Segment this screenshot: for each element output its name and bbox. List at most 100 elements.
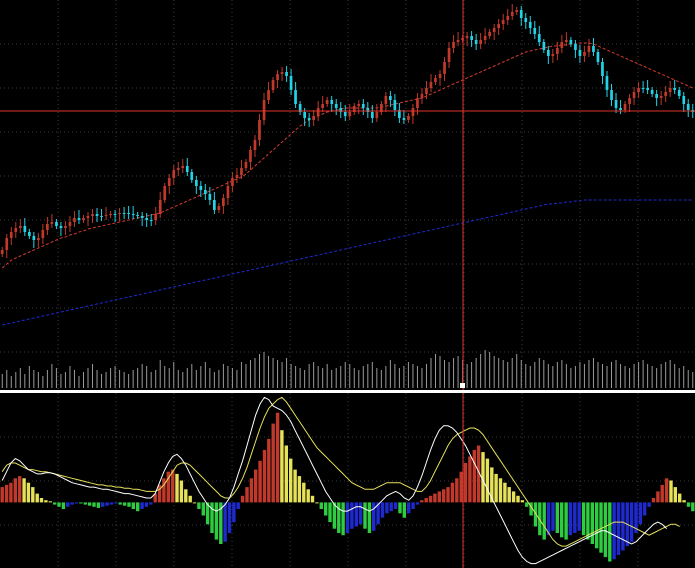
candle-body <box>371 112 374 118</box>
price-grid <box>0 0 695 390</box>
histogram-bar <box>166 471 170 503</box>
candle-body <box>601 62 604 76</box>
candle-body <box>181 166 185 168</box>
candle-body <box>176 168 180 170</box>
histogram-bar <box>485 458 490 503</box>
histogram-bar <box>603 502 608 558</box>
histogram-bar <box>227 502 232 533</box>
histogram-bar <box>459 471 463 503</box>
histogram-bar <box>433 493 437 503</box>
candle-body <box>50 222 54 224</box>
histogram-bar <box>398 502 402 514</box>
candle-body <box>55 222 58 226</box>
candle-body <box>569 40 573 44</box>
histogram-bar <box>127 502 131 507</box>
histogram-bar <box>629 502 634 542</box>
candle-body <box>222 198 225 206</box>
histogram-bar <box>590 502 594 544</box>
candle-body <box>655 94 658 98</box>
histogram-bar <box>682 500 686 503</box>
histogram-bar <box>153 493 157 503</box>
candle-body <box>402 118 406 120</box>
histogram-bar <box>678 493 682 503</box>
histogram-bar <box>61 502 66 509</box>
histogram-bar <box>686 502 691 507</box>
histogram-bar <box>525 502 529 507</box>
signal-line <box>1 396 680 547</box>
candle-body <box>28 232 31 236</box>
candle-body <box>492 28 496 32</box>
candle-body <box>605 76 609 90</box>
histogram-bar <box>289 458 293 503</box>
histogram-bar <box>136 502 140 512</box>
candle-body <box>524 18 528 22</box>
price-panel-background <box>0 0 695 390</box>
histogram-bar <box>4 484 9 503</box>
histogram-bar <box>551 502 555 531</box>
histogram-bar <box>573 502 577 533</box>
candle-body <box>664 92 667 96</box>
histogram-bar <box>511 491 516 503</box>
histogram-bar <box>258 460 262 503</box>
oscillator-panel-background <box>0 393 695 568</box>
candle-body <box>195 180 198 186</box>
histogram-bar <box>407 502 411 514</box>
candle-body <box>614 100 618 108</box>
macd-histogram <box>0 412 695 562</box>
candle-body <box>610 90 613 100</box>
histogram-bar <box>608 502 612 562</box>
candle-body <box>407 116 410 120</box>
candle-body <box>208 194 212 200</box>
histogram-bar <box>372 502 376 531</box>
histogram-bar <box>503 482 507 503</box>
candle-body <box>158 200 162 214</box>
histogram-bar <box>197 502 201 509</box>
candle-body <box>145 218 148 220</box>
histogram-bar <box>647 502 651 507</box>
ma-fast-line <box>1 42 693 269</box>
oscillator-panel[interactable] <box>0 393 695 568</box>
histogram-bar <box>149 502 153 505</box>
candle-body <box>443 62 446 74</box>
histogram-bar <box>188 495 192 503</box>
candle-body <box>325 100 329 104</box>
candle-body <box>547 50 550 56</box>
candle-body <box>393 100 397 110</box>
histogram-bar <box>140 502 144 509</box>
candle-body <box>244 162 248 168</box>
histogram-bar <box>345 502 350 533</box>
candle-body <box>416 98 419 108</box>
candle-body <box>37 238 40 240</box>
candle-body <box>131 214 135 215</box>
candle-body <box>190 172 194 180</box>
histogram-bar <box>472 449 476 503</box>
histogram-bar <box>13 478 17 503</box>
histogram-bar <box>144 502 149 507</box>
candle-body <box>619 108 622 110</box>
histogram-bar <box>529 502 533 516</box>
histogram-bar <box>310 495 315 503</box>
candle-body <box>677 90 681 96</box>
histogram-bar <box>0 487 4 503</box>
histogram-bar <box>31 487 35 503</box>
histogram-bar <box>324 502 328 516</box>
histogram-bar <box>332 502 337 529</box>
candle-body <box>556 48 559 54</box>
histogram-bar <box>507 487 511 503</box>
histogram-bar <box>280 430 284 503</box>
price-chart-panel[interactable] <box>0 0 695 390</box>
histogram-bar <box>586 502 590 540</box>
candle-body <box>425 88 428 94</box>
candle-body <box>668 88 672 92</box>
histogram-bar <box>638 502 643 525</box>
candle-body <box>127 213 130 214</box>
candle-body <box>560 42 564 48</box>
candle-body <box>312 116 315 120</box>
candle-body <box>330 100 334 104</box>
candle-body <box>23 226 27 232</box>
histogram-bar <box>546 502 551 536</box>
candle-body <box>167 178 171 186</box>
histogram-bar <box>39 498 44 503</box>
histogram-bar <box>171 469 175 503</box>
candle-body <box>641 88 645 89</box>
